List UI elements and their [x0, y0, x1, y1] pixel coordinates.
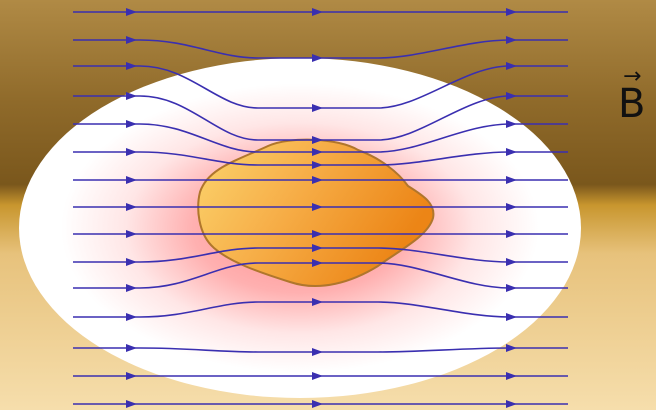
field-direction-arrow-icon: [312, 230, 323, 238]
field-direction-arrow-icon: [312, 203, 323, 211]
field-direction-arrow-icon: [312, 8, 323, 16]
field-direction-arrow-icon: [126, 92, 137, 100]
field-direction-arrow-icon: [506, 203, 517, 211]
field-direction-arrow-icon: [312, 136, 323, 144]
field-direction-arrow-icon: [312, 244, 323, 252]
field-direction-arrow-icon: [506, 8, 517, 16]
field-direction-arrow-icon: [506, 230, 517, 238]
field-direction-arrow-icon: [126, 400, 137, 408]
field-direction-arrow-icon: [312, 298, 323, 306]
field-direction-arrow-icon: [312, 400, 323, 408]
field-direction-arrow-icon: [126, 148, 137, 156]
field-line: [73, 65, 568, 109]
field-direction-arrow-icon: [506, 176, 517, 184]
field-direction-arrow-icon: [506, 284, 517, 292]
field-direction-arrow-icon: [506, 92, 517, 100]
field-direction-arrow-icon: [126, 8, 137, 16]
field-direction-arrow-icon: [506, 120, 517, 128]
field-direction-arrow-icon: [126, 176, 137, 184]
field-direction-arrow-icon: [126, 284, 137, 292]
field-direction-arrow-icon: [506, 313, 517, 321]
field-line: [73, 151, 568, 166]
field-lines: [73, 8, 568, 408]
field-direction-arrow-icon: [126, 36, 137, 44]
field-direction-arrow-icon: [506, 400, 517, 408]
diamagnetic-body: [197, 138, 435, 287]
magnetic-field-label: → B: [618, 64, 656, 127]
field-direction-arrow-icon: [126, 62, 137, 70]
field-direction-arrow-icon: [506, 258, 517, 266]
field-direction-arrow-icon: [312, 372, 323, 380]
field-direction-arrow-icon: [506, 372, 517, 380]
field-direction-arrow-icon: [126, 230, 137, 238]
field-direction-arrow-icon: [506, 148, 517, 156]
field-direction-arrow-icon: [312, 259, 323, 267]
field-direction-arrow-icon: [506, 36, 517, 44]
field-direction-arrow-icon: [312, 348, 323, 356]
field-direction-arrow-icon: [126, 120, 137, 128]
field-direction-arrow-icon: [126, 344, 137, 352]
field-direction-arrow-icon: [126, 313, 137, 321]
field-direction-arrow-icon: [126, 203, 137, 211]
field-direction-arrow-icon: [312, 176, 323, 184]
field-direction-arrow-icon: [312, 104, 323, 112]
field-line: [73, 95, 568, 141]
field-line: [73, 347, 568, 353]
vector-arrow-icon: →: [623, 64, 642, 89]
field-direction-arrow-icon: [312, 148, 323, 156]
field-direction-arrow-icon: [506, 344, 517, 352]
field-direction-arrow-icon: [312, 54, 323, 62]
field-direction-arrow-icon: [126, 372, 137, 380]
field-direction-arrow-icon: [126, 258, 137, 266]
field-direction-arrow-icon: [506, 62, 517, 70]
field-symbol-letter: B: [618, 81, 646, 127]
field-direction-arrow-icon: [312, 161, 323, 169]
